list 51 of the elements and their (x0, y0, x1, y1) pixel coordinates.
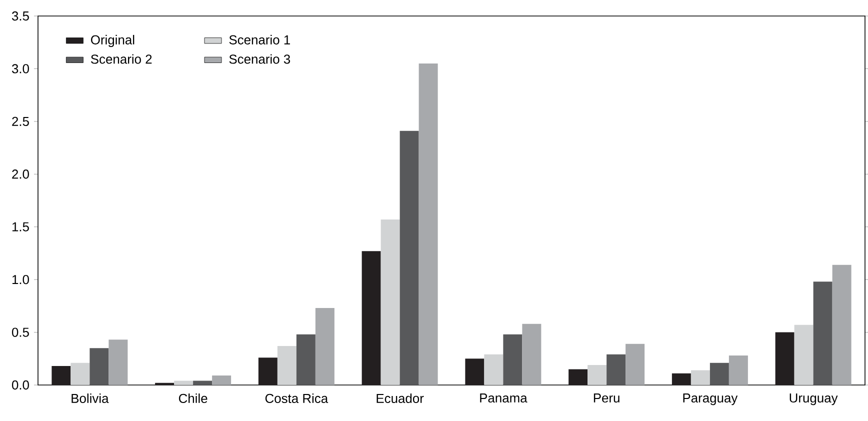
y-tick-label: 3.0 (12, 64, 29, 74)
x-tick-label: Ecuador (376, 394, 424, 404)
y-tick-label: 2.0 (12, 170, 29, 179)
bar (626, 344, 645, 385)
bar (277, 346, 296, 385)
x-tick-label: Chile (178, 394, 208, 404)
x-tick-label: Paraguay (683, 394, 738, 406)
bar (418, 63, 438, 385)
bar (296, 334, 316, 385)
bar (380, 219, 400, 385)
bar (710, 362, 729, 385)
x-tick-label: Peru (594, 394, 620, 403)
bar (70, 362, 90, 385)
bar (813, 282, 832, 385)
x-tick-label: Panama (480, 394, 528, 403)
bar (258, 358, 278, 385)
bar (606, 354, 626, 385)
bar (672, 373, 691, 385)
bar (522, 324, 542, 385)
bar (794, 324, 814, 385)
bar (728, 355, 748, 385)
x-tick-label: Costa Rica (265, 394, 328, 404)
y-tick-label: 1.5 (12, 222, 29, 232)
bar (775, 332, 794, 385)
bar (568, 369, 588, 385)
bar (465, 358, 484, 385)
bar (174, 380, 194, 385)
bar (52, 366, 71, 385)
bar (193, 380, 212, 385)
y-tick-label: 1.0 (12, 274, 29, 284)
y-tick-label: 0.0 (12, 380, 29, 390)
bar (315, 308, 334, 385)
y-tick-label: 3.5 (12, 11, 29, 21)
y-tick-label: 0.5 (12, 328, 29, 337)
bar (108, 340, 128, 385)
bar (362, 251, 381, 385)
bar (400, 130, 419, 385)
bar (832, 264, 852, 385)
legend-label: Original (91, 34, 134, 48)
legend-label: Scenario 3 (229, 54, 290, 64)
bar (90, 348, 109, 385)
legend-label: Scenario 1 (229, 34, 290, 44)
bar (484, 354, 504, 385)
bar (690, 370, 710, 385)
x-tick-label: Uruguay (790, 394, 838, 406)
legend-label: Scenario 2 (90, 54, 152, 64)
bar (503, 334, 522, 385)
bar (212, 376, 232, 385)
y-tick-label: 2.5 (12, 116, 29, 126)
bar (588, 364, 607, 385)
x-tick-label: Bolivia (72, 394, 109, 404)
